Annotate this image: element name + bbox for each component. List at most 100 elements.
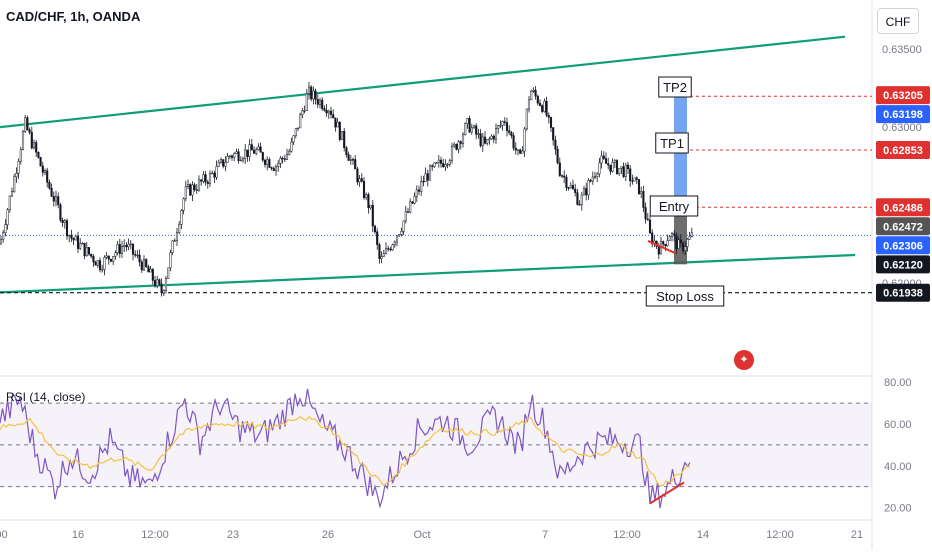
candle	[35, 142, 38, 153]
candle	[622, 166, 625, 177]
candle	[382, 253, 385, 257]
candle	[677, 239, 680, 249]
candle	[46, 170, 49, 183]
candle	[406, 211, 410, 213]
candle	[48, 182, 51, 189]
price-badge-text: 0.63198	[883, 109, 923, 121]
candle	[642, 191, 645, 208]
candle	[688, 236, 691, 240]
candle	[600, 155, 603, 164]
candle	[19, 149, 22, 162]
candle	[356, 168, 359, 183]
candle	[552, 127, 555, 141]
candle	[384, 248, 388, 254]
candle	[483, 136, 487, 144]
candle	[125, 245, 128, 248]
candles-group	[0, 82, 693, 297]
rsi-title[interactable]: RSI (14, close)	[6, 390, 86, 404]
candle	[303, 110, 306, 112]
candle	[283, 158, 286, 160]
candle	[589, 180, 592, 182]
candle	[523, 128, 526, 152]
candle	[428, 165, 432, 181]
candle	[318, 99, 322, 105]
candle	[389, 248, 392, 251]
canada-flag-icon[interactable]: ✦	[734, 350, 754, 370]
candle	[193, 184, 196, 191]
candle	[281, 157, 284, 160]
candle	[472, 125, 476, 129]
candle	[343, 131, 346, 148]
candle	[15, 172, 18, 178]
candle	[499, 125, 502, 127]
candle	[402, 220, 405, 232]
price-badge	[876, 86, 930, 105]
candle	[378, 244, 381, 259]
candle	[257, 146, 260, 150]
candle	[470, 127, 473, 133]
candle	[83, 242, 86, 257]
candle	[587, 180, 590, 196]
price-badge-text: 0.62853	[883, 145, 923, 157]
candle	[607, 163, 610, 166]
time-tick-label: 16	[72, 529, 84, 541]
price-badge	[876, 236, 930, 255]
candle	[98, 260, 102, 271]
candle	[123, 245, 126, 247]
candle	[426, 173, 429, 181]
candle	[437, 159, 440, 163]
candle	[120, 246, 124, 254]
currency-button[interactable]: CHF	[877, 8, 919, 34]
candle	[371, 204, 374, 227]
candle	[490, 135, 493, 140]
candle	[186, 184, 190, 187]
candle	[400, 231, 403, 235]
tp2-label: TP2	[663, 80, 687, 95]
candle	[442, 163, 445, 168]
tp1-label: TP1	[660, 136, 684, 151]
candle	[362, 180, 366, 199]
candle	[457, 141, 460, 150]
candle	[292, 135, 295, 143]
candle	[39, 157, 42, 167]
candle	[263, 159, 267, 165]
candle	[512, 135, 515, 149]
candle	[248, 144, 251, 157]
candle	[246, 149, 249, 157]
candle	[26, 117, 29, 130]
time-tick-label: 26	[322, 529, 334, 541]
candle	[690, 232, 693, 237]
candle	[116, 244, 119, 253]
candle	[241, 158, 245, 161]
candle	[204, 174, 207, 183]
price-badge-text: 0.62306	[883, 240, 923, 252]
candle	[351, 159, 355, 161]
candle	[162, 290, 165, 294]
candle	[237, 151, 240, 161]
candle	[547, 115, 550, 118]
candle	[145, 259, 148, 267]
candle	[398, 234, 401, 237]
candle	[604, 158, 608, 164]
candle	[395, 235, 399, 243]
candle	[475, 125, 478, 135]
channel-lower-line	[0, 253, 856, 294]
candle	[219, 159, 223, 163]
price-badge	[876, 255, 930, 274]
candle	[228, 155, 231, 157]
candle	[274, 166, 278, 171]
candle	[466, 118, 469, 124]
candle	[118, 244, 121, 254]
candle	[85, 247, 88, 257]
candle	[571, 185, 575, 190]
price-badge-text: 0.62486	[883, 202, 923, 214]
symbol-title[interactable]: CAD/CHF, 1h, OANDA	[6, 9, 141, 24]
price-badge	[876, 141, 930, 160]
candle	[439, 159, 443, 164]
candle	[640, 191, 643, 195]
candle	[435, 162, 438, 164]
stop-loss-label-box	[645, 285, 725, 307]
candle	[272, 168, 275, 171]
candle	[635, 177, 638, 180]
